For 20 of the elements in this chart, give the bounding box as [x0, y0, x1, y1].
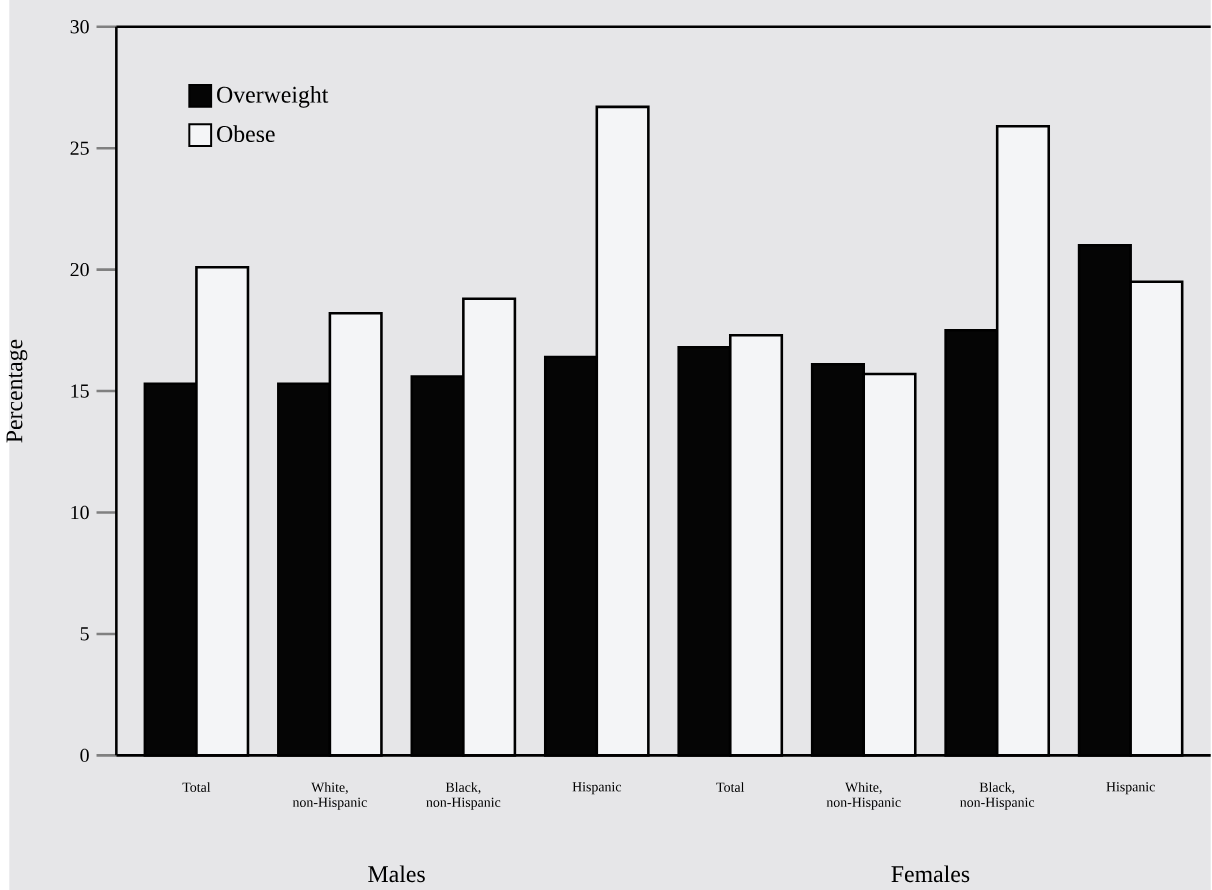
y-axis-title: Percentage: [6, 339, 28, 443]
y-tick-label: 30: [70, 19, 89, 34]
x-tick-label: White, non-Hispanic: [292, 782, 367, 810]
x-tick-label: Hispanic: [1106, 782, 1155, 795]
x-tick-label: Black, non-Hispanic: [960, 782, 1035, 810]
x-tick-label: Total: [716, 782, 745, 792]
y-tick-label: 0: [80, 748, 89, 762]
x-tick-label: Hispanic: [572, 782, 622, 795]
text: Males: [368, 865, 425, 883]
x-tick-label: White, non-Hispanic: [826, 782, 901, 810]
x-tick-label: Total: [182, 782, 211, 792]
text: Females: [891, 865, 970, 883]
y-tick-label: 25: [70, 141, 89, 155]
y-tick-label: 5: [80, 627, 89, 641]
legend-label: Overweight: [217, 85, 329, 108]
y-tick-label: 20: [70, 262, 89, 277]
x-tick-label: Black, non-Hispanic: [426, 782, 501, 810]
y-tick-label: 15: [71, 384, 89, 398]
y-tick-label: 10: [71, 505, 89, 520]
legend-label: Obese: [217, 125, 275, 143]
